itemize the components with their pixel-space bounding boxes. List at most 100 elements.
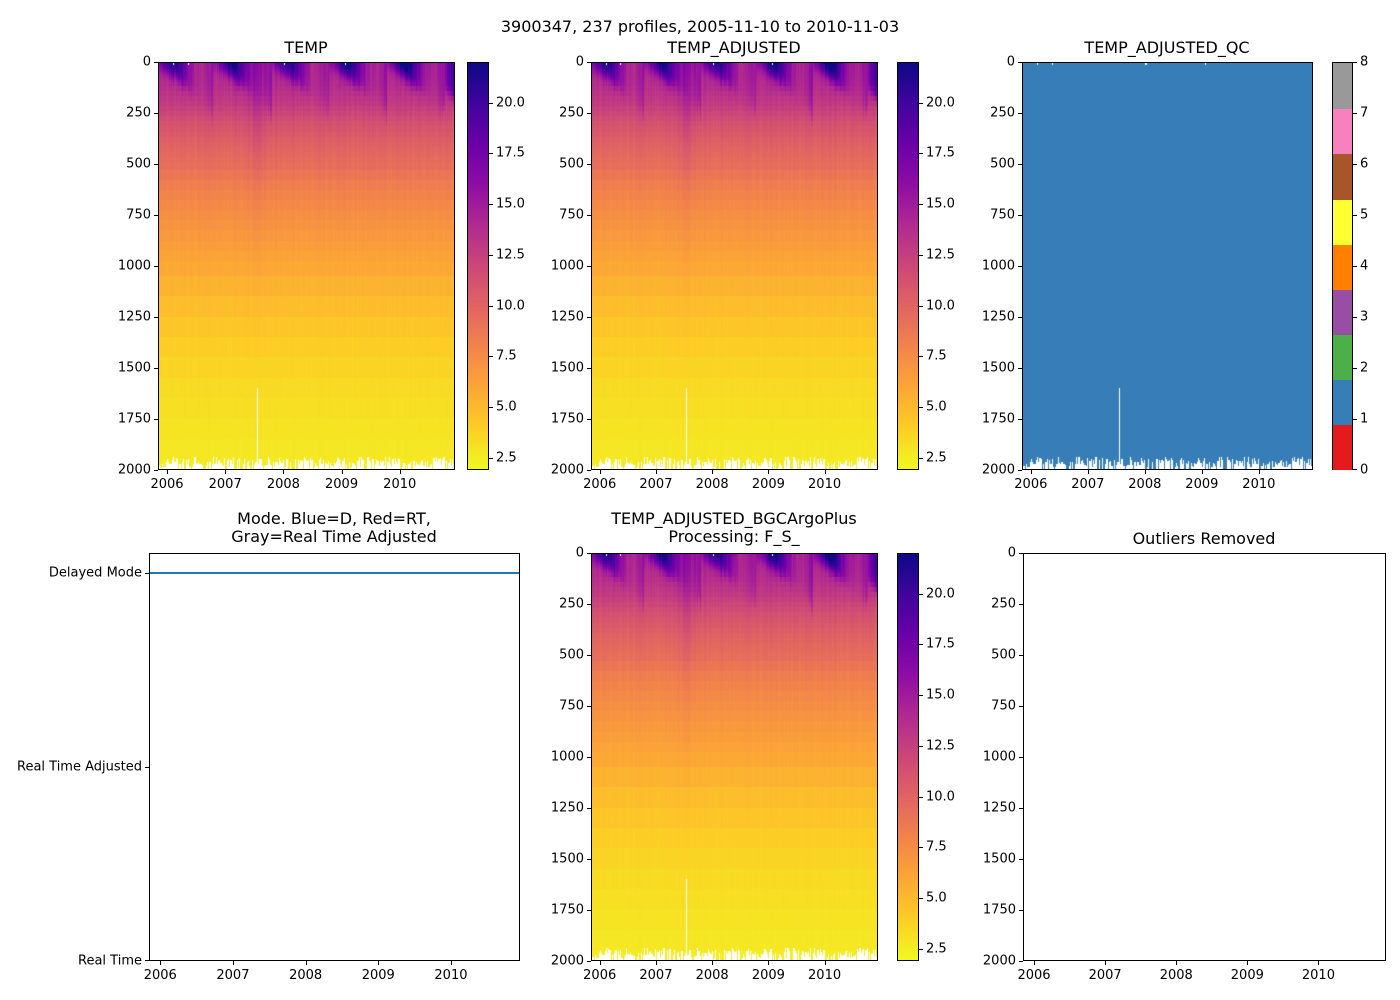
tick-mark <box>656 961 657 965</box>
y-tick-label: 1500 <box>981 360 1015 376</box>
colorbar-tick-label: 17.5 <box>926 636 955 652</box>
colorbar-tick-label: 7.5 <box>926 839 947 855</box>
tick-mark <box>306 961 307 965</box>
x-tick-label: 2009 <box>1185 477 1219 492</box>
tick-mark <box>1088 470 1089 474</box>
tick-mark <box>919 153 923 154</box>
tick-mark <box>283 470 284 474</box>
colorbar-tick-label: 10.0 <box>496 298 525 314</box>
mode-title-line1: Mode. Blue=D, Red=RT, <box>237 509 431 528</box>
tick-mark <box>1019 808 1023 809</box>
mode-title-line2: Gray=Real Time Adjusted <box>231 527 437 546</box>
tick-mark <box>1018 419 1022 420</box>
colorbar-tick-label: 17.5 <box>926 145 955 161</box>
x-tick-label: 2006 <box>1014 477 1048 492</box>
colorbar-tick-label: 7 <box>1360 105 1369 121</box>
y-tick-label: 2000 <box>550 953 584 969</box>
y-tick-label: 0 <box>1007 545 1016 561</box>
x-tick-label: 2006 <box>1017 968 1051 983</box>
tick-mark <box>1019 706 1023 707</box>
y-tick-label: 1500 <box>982 851 1016 867</box>
tick-mark <box>1034 961 1035 965</box>
colorbar-tick-label: 15.0 <box>926 196 955 212</box>
tick-mark <box>919 594 923 595</box>
bgc-heatmap-canvas <box>592 554 877 960</box>
tick-mark <box>768 961 769 965</box>
bgc-title-line1: TEMP_ADJUSTED_BGCArgoPlus <box>611 509 857 528</box>
tick-mark <box>154 113 158 114</box>
y-tick-label: 750 <box>559 698 584 714</box>
delayed-mode-line <box>150 572 519 575</box>
colorbar-tick-label: 5.0 <box>926 399 947 415</box>
y-tick-label: 1250 <box>550 309 584 325</box>
tick-mark <box>587 419 591 420</box>
colorbar-tick-label: 8 <box>1360 54 1369 70</box>
tick-mark <box>919 306 923 307</box>
tick-mark <box>919 204 923 205</box>
y-tick-label: 750 <box>991 698 1016 714</box>
qc-colorbar-segment <box>1333 288 1352 335</box>
tick-mark <box>919 898 923 899</box>
tick-mark <box>919 103 923 104</box>
tick-mark <box>489 458 493 459</box>
tick-mark <box>1019 910 1023 911</box>
y-tick-label: 2000 <box>117 462 151 478</box>
tick-mark <box>489 204 493 205</box>
y-tick-label: 500 <box>990 156 1015 172</box>
tick-mark <box>167 470 168 474</box>
tick-mark <box>1353 113 1357 114</box>
x-tick-label: 2006 <box>583 477 617 492</box>
bgc-colorbar <box>897 553 919 961</box>
tick-mark <box>400 470 401 474</box>
temp-adjusted-heatmap <box>591 62 878 470</box>
y-tick-label: 1250 <box>981 309 1015 325</box>
qc-colorbar-segment <box>1333 198 1352 245</box>
y-tick-label: 750 <box>990 207 1015 223</box>
y-tick-label: 0 <box>142 54 151 70</box>
colorbar-tick-label: 7.5 <box>926 348 947 364</box>
y-tick-label: 250 <box>559 596 584 612</box>
tick-mark <box>154 419 158 420</box>
y-tick-label: 0 <box>575 545 584 561</box>
tick-mark <box>919 356 923 357</box>
temp-adjusted-heatmap-canvas <box>592 63 877 469</box>
tick-mark <box>587 113 591 114</box>
y-tick-label: 250 <box>559 105 584 121</box>
tick-mark <box>1353 62 1357 63</box>
tick-mark <box>587 706 591 707</box>
tick-mark <box>919 407 923 408</box>
y-tick-label: 2000 <box>982 953 1016 969</box>
colorbar-tick-label: 10.0 <box>926 298 955 314</box>
colorbar-tick-label: 20.0 <box>926 95 955 111</box>
qc-colorbar-segment <box>1333 243 1352 290</box>
tick-mark <box>768 470 769 474</box>
figure-suptitle: 3900347, 237 profiles, 2005-11-10 to 201… <box>500 17 900 36</box>
tick-mark <box>712 470 713 474</box>
x-tick-label: 2010 <box>383 477 417 492</box>
tick-mark <box>587 757 591 758</box>
tick-mark <box>1019 757 1023 758</box>
temp-title: TEMP <box>284 38 328 57</box>
y-tick-label: 500 <box>126 156 151 172</box>
y-tick-label: 1250 <box>550 800 584 816</box>
tick-mark <box>587 859 591 860</box>
mode-y-tick-label: Delayed Mode <box>48 565 142 581</box>
tick-mark <box>1353 368 1357 369</box>
y-tick-label: 1000 <box>981 258 1015 274</box>
mode-y-tick-label: Real Time Adjusted <box>17 759 142 775</box>
x-tick-label: 2010 <box>1242 477 1276 492</box>
tick-mark <box>1353 419 1357 420</box>
tick-mark <box>825 961 826 965</box>
tick-mark <box>587 655 591 656</box>
qc-heatmap-canvas <box>1023 63 1312 469</box>
colorbar-tick-label: 5.0 <box>926 890 947 906</box>
x-tick-label: 2007 <box>208 477 242 492</box>
tick-mark <box>587 266 591 267</box>
tick-mark <box>587 961 591 962</box>
colorbar-tick-label: 17.5 <box>496 145 525 161</box>
y-tick-label: 1750 <box>550 902 584 918</box>
x-tick-label: 2009 <box>1230 968 1264 983</box>
qc-colorbar-segment <box>1333 153 1352 200</box>
tick-mark <box>919 746 923 747</box>
tick-mark <box>1019 961 1023 962</box>
